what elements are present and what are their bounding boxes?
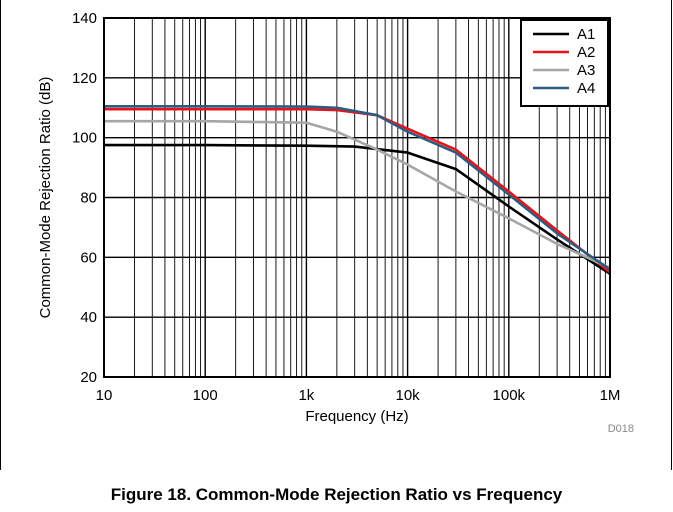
series-line-a1 bbox=[104, 143, 611, 275]
y-tick-label: 40 bbox=[80, 309, 97, 326]
x-tick-label: 1k bbox=[298, 387, 314, 404]
figure-caption: Figure 18. Common-Mode Rejection Ratio v… bbox=[110, 485, 563, 504]
x-axis-tick-labels: 10 100 1k 10k 100k 1M bbox=[96, 387, 621, 404]
x-axis-title: Frequency (Hz) bbox=[305, 408, 408, 425]
legend-label-a4: A4 bbox=[577, 80, 595, 97]
series-line-a3 bbox=[104, 119, 611, 269]
series-line-a4 bbox=[104, 105, 611, 271]
y-axis-title: Common-Mode Rejection Ratio (dB) bbox=[37, 77, 54, 319]
cmrr-chart: 10 100 1k 10k 100k 1M 20 40 60 80 100 120 140 Frequ… bbox=[0, 0, 672, 470]
y-tick-label: 20 bbox=[80, 369, 97, 386]
figure-id-label: D018 bbox=[608, 423, 634, 435]
series-line-a2 bbox=[104, 107, 611, 274]
x-tick-label: 100k bbox=[493, 387, 526, 404]
y-tick-label: 100 bbox=[72, 130, 97, 147]
x-tick-label: 10 bbox=[96, 387, 113, 404]
y-tick-label: 140 bbox=[72, 10, 97, 27]
legend-label-a2: A2 bbox=[577, 44, 595, 61]
legend-label-a3: A3 bbox=[577, 62, 595, 79]
y-tick-label: 80 bbox=[80, 190, 97, 207]
plot-area-border bbox=[103, 17, 611, 378]
y-tick-label: 120 bbox=[72, 70, 97, 87]
y-axis-tick-labels: 20 40 60 80 100 120 140 bbox=[72, 10, 97, 386]
x-tick-label: 100 bbox=[193, 387, 218, 404]
x-tick-label: 10k bbox=[396, 387, 421, 404]
legend-label-a1: A1 bbox=[577, 26, 595, 43]
x-tick-label: 1M bbox=[600, 387, 621, 404]
y-tick-label: 60 bbox=[80, 249, 97, 266]
series-lines bbox=[104, 105, 611, 275]
